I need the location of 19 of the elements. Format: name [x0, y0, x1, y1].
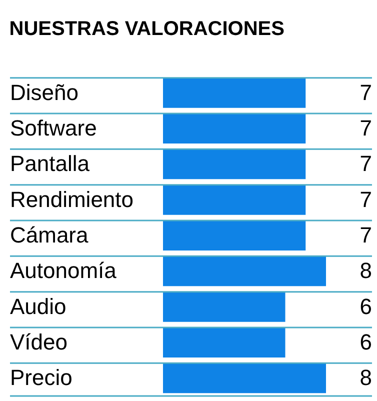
- data-label: 7: [360, 222, 372, 248]
- data-label: 7: [360, 116, 372, 140]
- y-tick-label: Pantalla: [10, 151, 90, 176]
- y-tick-label: Rendimiento: [10, 186, 134, 212]
- data-label: 7: [360, 80, 372, 105]
- y-tick-label: Vídeo: [10, 330, 68, 354]
- data-label: 7: [360, 151, 372, 176]
- y-tick-label: Precio: [10, 365, 72, 390]
- data-label: 6: [360, 330, 372, 354]
- chart-title: NUESTRAS VALORACIONES: [9, 18, 284, 40]
- data-label: 6: [360, 294, 372, 319]
- y-tick-label: Cámara: [10, 222, 90, 248]
- data-label: 7: [360, 186, 372, 212]
- data-label: 8: [360, 258, 372, 284]
- y-tick-label: Autonomía: [10, 258, 118, 284]
- y-tick-label: Diseño: [10, 80, 78, 105]
- data-label: 8: [360, 365, 372, 390]
- y-tick-label: Audio: [10, 294, 66, 319]
- y-tick-label: Software: [10, 116, 97, 140]
